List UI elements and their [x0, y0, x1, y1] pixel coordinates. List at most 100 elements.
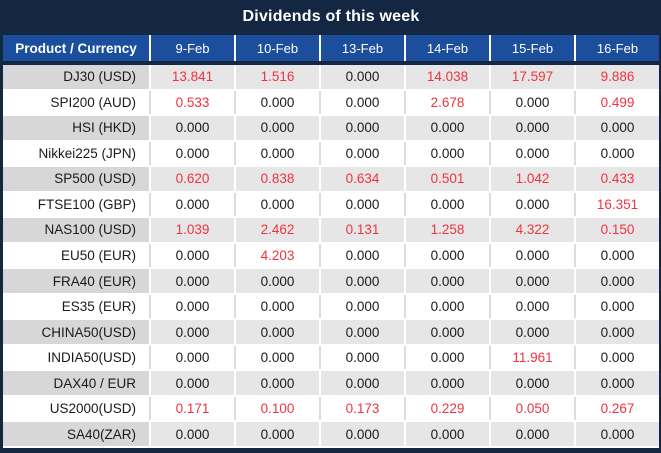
dividend-value-cell: 0.000 — [236, 371, 321, 395]
column-header-product-currency: Product / Currency — [3, 35, 151, 61]
dividend-value-cell: 0.000 — [576, 345, 659, 370]
dividend-value-cell: 0.000 — [491, 269, 576, 293]
dividend-value-cell: 0.000 — [151, 141, 236, 166]
dividend-value-cell: 0.000 — [151, 116, 236, 140]
dividend-value-cell: 0.173 — [321, 396, 406, 421]
table-row: SA40(ZAR) 0.000 0.000 0.000 0.000 0.000 0.000 — [3, 422, 659, 448]
table-row: FRA40 (EUR) 0.000 0.000 0.000 0.000 0.000 0.00… — [3, 269, 659, 295]
dividend-value-cell: 0.229 — [406, 396, 491, 421]
product-cell: EU50 (EUR) — [3, 243, 151, 268]
column-header-date: 15-Feb — [491, 35, 576, 61]
dividend-value-cell: 16.351 — [576, 192, 659, 217]
dividend-value-cell: 0.000 — [321, 90, 406, 115]
product-cell: FTSE100 (GBP) — [3, 192, 151, 217]
dividend-value-cell: 14.038 — [406, 65, 491, 89]
dividend-value-cell: 4.322 — [491, 218, 576, 242]
dividend-value-cell: 0.000 — [151, 371, 236, 395]
dividend-value-cell: 0.000 — [236, 294, 321, 319]
dividend-value-cell: 0.000 — [321, 371, 406, 395]
dividend-value-cell: 0.000 — [576, 294, 659, 319]
bottom-border — [3, 448, 659, 453]
dividend-value-cell: 0.000 — [151, 422, 236, 446]
product-cell: HSI (HKD) — [3, 116, 151, 140]
dividend-value-cell: 13.841 — [151, 65, 236, 89]
product-cell: SPI200 (AUD) — [3, 90, 151, 115]
dividend-value-cell: 0.150 — [576, 218, 659, 242]
table-row: DAX40 / EUR 0.000 0.000 0.000 0.000 0.000 0.00… — [3, 371, 659, 397]
product-cell: NAS100 (USD) — [3, 218, 151, 242]
table-row: HSI (HKD) 0.000 0.000 0.000 0.000 0.000 0.000 — [3, 116, 659, 142]
table-header-row: Product / Currency 9-Feb 10-Feb 13-Feb 14-F… — [3, 33, 659, 65]
dividend-value-cell: 4.203 — [236, 243, 321, 268]
dividend-value-cell: 0.000 — [321, 243, 406, 268]
dividend-value-cell: 0.000 — [491, 294, 576, 319]
table-row: SP500 (USD) 0.620 0.838 0.634 0.501 1.042 0.43… — [3, 167, 659, 193]
dividend-value-cell: 0.620 — [151, 167, 236, 191]
dividend-value-cell: 1.516 — [236, 65, 321, 89]
dividend-value-cell: 0.050 — [491, 396, 576, 421]
dividend-value-cell: 1.039 — [151, 218, 236, 242]
product-cell: CHINA50(USD) — [3, 320, 151, 344]
column-header-date: 10-Feb — [236, 35, 321, 61]
dividend-value-cell: 9.886 — [576, 65, 659, 89]
table-row: INDIA50(USD) 0.000 0.000 0.000 0.000 11.961 0.… — [3, 345, 659, 372]
dividend-value-cell: 0.000 — [321, 345, 406, 370]
dividend-value-cell: 0.000 — [236, 141, 321, 166]
dividend-value-cell: 0.000 — [406, 345, 491, 370]
dividend-value-cell: 0.000 — [151, 320, 236, 344]
dividend-value-cell: 0.000 — [151, 243, 236, 268]
table-row: US2000(USD) 0.171 0.100 0.173 0.229 0.050 0.26… — [3, 396, 659, 423]
dividend-value-cell: 0.000 — [406, 116, 491, 140]
dividend-value-cell: 0.000 — [321, 294, 406, 319]
dividend-value-cell: 1.258 — [406, 218, 491, 242]
dividend-value-cell: 0.000 — [321, 116, 406, 140]
dividend-value-cell: 0.000 — [406, 243, 491, 268]
dividend-value-cell: 0.000 — [236, 90, 321, 115]
product-cell: INDIA50(USD) — [3, 345, 151, 370]
product-cell: Nikkei225 (JPN) — [3, 141, 151, 166]
dividend-value-cell: 0.000 — [236, 116, 321, 140]
dividend-value-cell: 0.000 — [576, 320, 659, 344]
dividend-value-cell: 0.000 — [151, 345, 236, 370]
dividend-value-cell: 2.462 — [236, 218, 321, 242]
dividend-value-cell: 0.000 — [321, 320, 406, 344]
dividend-value-cell: 0.000 — [236, 192, 321, 217]
product-cell: SP500 (USD) — [3, 167, 151, 191]
table-row: DJ30 (USD) 13.841 1.516 0.000 14.038 17.597 9.… — [3, 65, 659, 91]
dividend-value-cell: 0.000 — [491, 320, 576, 344]
dividend-value-cell: 0.000 — [491, 141, 576, 166]
dividend-value-cell: 0.000 — [491, 422, 576, 446]
dividend-value-cell: 0.131 — [321, 218, 406, 242]
product-cell: US2000(USD) — [3, 396, 151, 421]
dividend-value-cell: 0.634 — [321, 167, 406, 191]
dividend-value-cell: 17.597 — [491, 65, 576, 89]
dividend-value-cell: 0.533 — [151, 90, 236, 115]
product-cell: ES35 (EUR) — [3, 294, 151, 319]
dividend-value-cell: 0.000 — [236, 345, 321, 370]
table-row: NAS100 (USD) 1.039 2.462 0.131 1.258 4.322 0.1… — [3, 218, 659, 244]
product-cell: DJ30 (USD) — [3, 65, 151, 89]
table-row: EU50 (EUR) 0.000 4.203 0.000 0.000 0.000 0.000 — [3, 243, 659, 270]
dividend-value-cell: 0.000 — [321, 192, 406, 217]
dividend-value-cell: 0.267 — [576, 396, 659, 421]
dividend-value-cell: 0.000 — [576, 422, 659, 446]
table-title: Dividends of this week — [3, 0, 659, 33]
dividend-value-cell: 0.433 — [576, 167, 659, 191]
dividend-value-cell: 0.171 — [151, 396, 236, 421]
column-header-date: 14-Feb — [406, 35, 491, 61]
dividend-value-cell: 0.000 — [321, 141, 406, 166]
dividend-value-cell: 0.000 — [491, 90, 576, 115]
product-cell: SA40(ZAR) — [3, 422, 151, 446]
dividend-value-cell: 0.000 — [576, 269, 659, 293]
dividend-value-cell: 0.000 — [406, 371, 491, 395]
dividend-value-cell: 1.042 — [491, 167, 576, 191]
dividend-value-cell: 0.000 — [236, 422, 321, 446]
dividend-value-cell: 2.678 — [406, 90, 491, 115]
table-row: FTSE100 (GBP) 0.000 0.000 0.000 0.000 0.000 16… — [3, 192, 659, 219]
dividend-value-cell: 11.961 — [491, 345, 576, 370]
dividend-value-cell: 0.000 — [576, 243, 659, 268]
dividend-value-cell: 0.000 — [491, 116, 576, 140]
table-body: DJ30 (USD) 13.841 1.516 0.000 14.038 17.597 9.… — [3, 65, 659, 448]
dividend-value-cell: 0.000 — [576, 371, 659, 395]
